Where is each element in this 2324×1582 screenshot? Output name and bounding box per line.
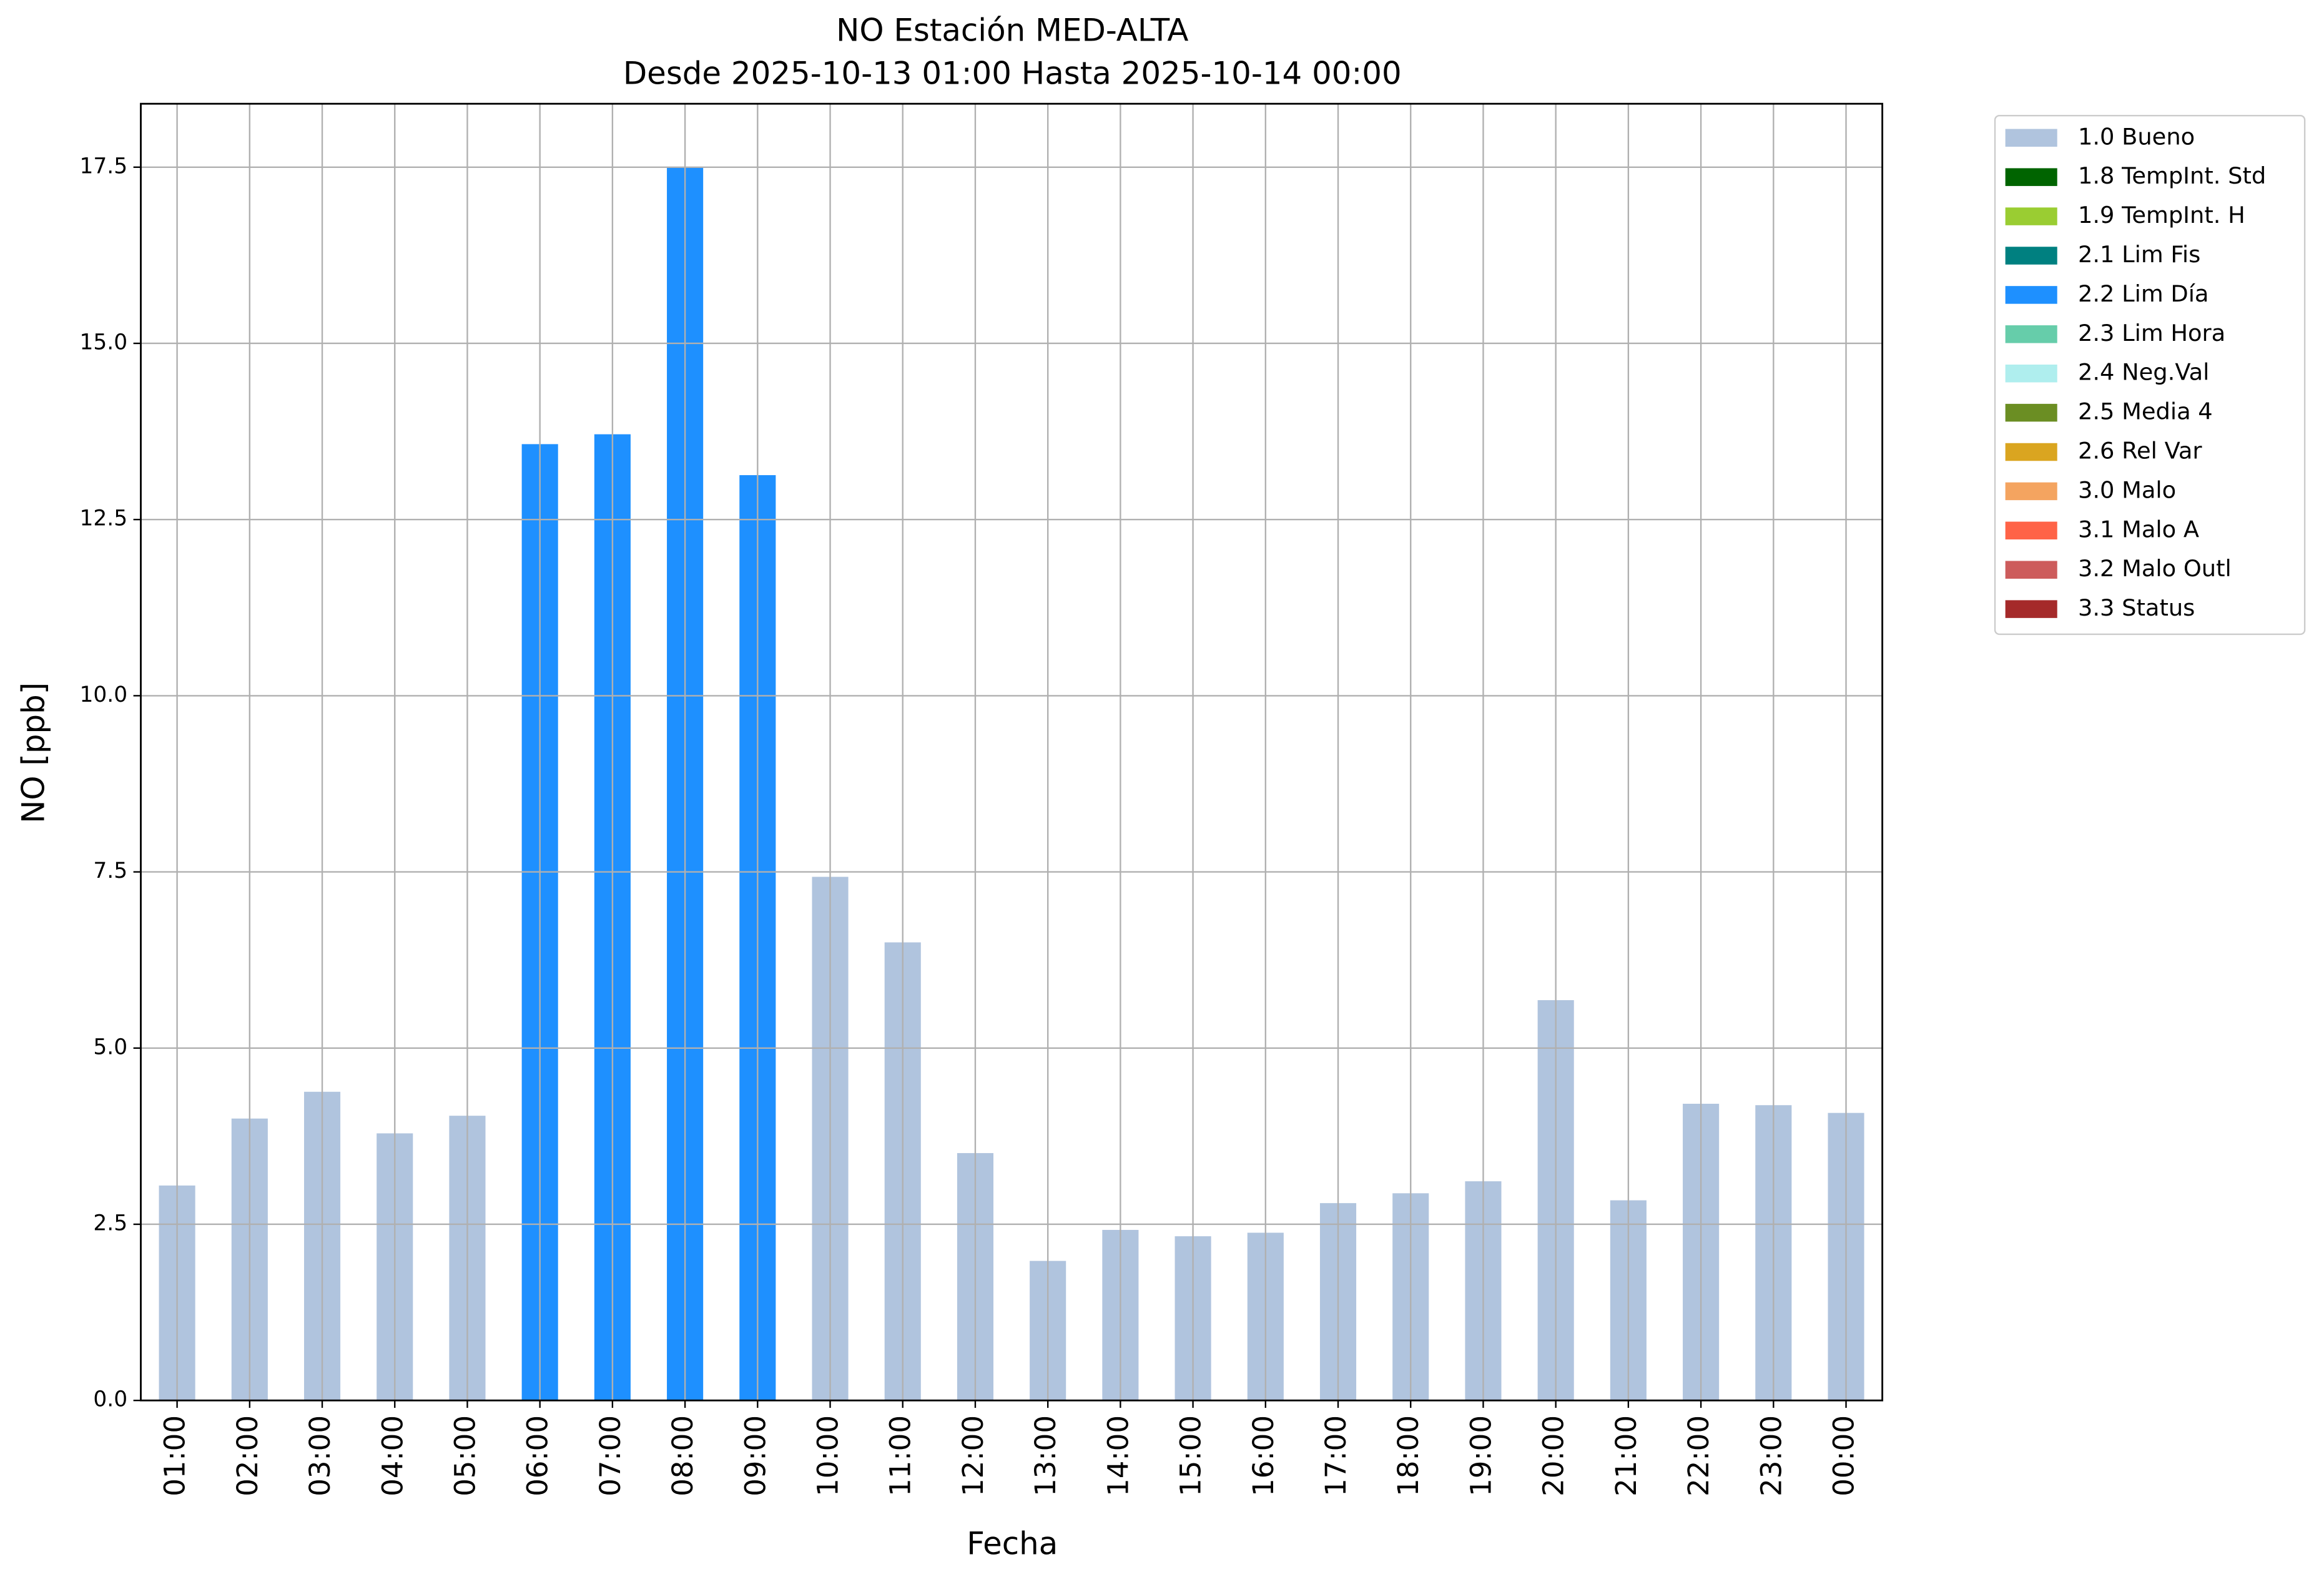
x-tick-label: 22:00 <box>1682 1415 1715 1496</box>
x-tick-label: 14:00 <box>1101 1415 1135 1496</box>
x-tick-label: 07:00 <box>594 1415 627 1496</box>
legend-label: 2.4 Neg.Val <box>2078 359 2209 386</box>
legend-swatch <box>2005 247 2057 265</box>
legend-label: 3.3 Status <box>2078 594 2195 621</box>
legend-label: 3.2 Malo Outl <box>2078 555 2232 582</box>
legend-label: 1.0 Bueno <box>2078 123 2195 150</box>
legend-label: 2.2 Lim Día <box>2078 280 2209 307</box>
x-tick-label: 09:00 <box>739 1415 772 1496</box>
x-tick-label: 15:00 <box>1174 1415 1208 1496</box>
x-tick-label: 13:00 <box>1029 1415 1062 1496</box>
y-tick-label: 17.5 <box>80 154 128 179</box>
legend-swatch <box>2005 286 2057 304</box>
x-tick-label: 02:00 <box>231 1415 264 1496</box>
x-tick-label: 18:00 <box>1392 1415 1425 1496</box>
x-tick-label: 01:00 <box>159 1415 192 1496</box>
legend-label: 2.5 Media 4 <box>2078 398 2213 425</box>
legend-label: 2.6 Rel Var <box>2078 438 2202 464</box>
legend-label: 1.9 TempInt. H <box>2078 202 2245 228</box>
chart-subtitle: Desde 2025-10-13 01:00 Hasta 2025-10-14 … <box>623 56 1402 92</box>
x-tick-label: 23:00 <box>1755 1415 1788 1496</box>
plot-area: 0.0 2.5 5.0 7.5 10.0 12.5 15.0 17.5 01:00 02:00 03… <box>80 104 1883 1496</box>
legend-label: 3.0 Malo <box>2078 476 2176 503</box>
legend-swatch <box>2005 600 2057 618</box>
x-tick-label: 05:00 <box>448 1415 481 1496</box>
legend-swatch <box>2005 129 2057 147</box>
y-tick-label: 15.0 <box>80 330 128 355</box>
chart-title: NO Estación MED-ALTA <box>836 12 1188 49</box>
axes-frame <box>140 102 1884 1402</box>
y-tick-label: 5.0 <box>93 1034 127 1059</box>
x-tick-label: 08:00 <box>666 1415 699 1496</box>
y-tick-label: 0.0 <box>93 1387 127 1412</box>
y-tick-label: 2.5 <box>93 1211 127 1236</box>
legend-swatch <box>2005 168 2057 186</box>
legend-swatch <box>2005 207 2057 225</box>
legend-swatch <box>2005 482 2057 501</box>
legend-label: 3.1 Malo A <box>2078 516 2199 543</box>
x-tick-label: 16:00 <box>1247 1415 1280 1496</box>
legend: 1.0 Bueno 1.8 TempInt. Std 1.9 TempInt. H 2… <box>2005 123 2266 621</box>
legend-swatch <box>2005 325 2057 343</box>
legend-box <box>1994 114 2306 636</box>
legend-swatch <box>2005 403 2057 422</box>
legend-swatch <box>2005 561 2057 579</box>
y-tick-label: 12.5 <box>80 506 128 531</box>
x-tick-label: 04:00 <box>376 1415 409 1496</box>
legend-label: 2.1 Lim Fis <box>2078 241 2200 268</box>
legend-swatch <box>2005 364 2057 383</box>
x-tick-label: 10:00 <box>812 1415 845 1496</box>
x-tick-label: 11:00 <box>884 1415 917 1496</box>
y-tick-label: 10.0 <box>80 682 128 707</box>
legend-label: 2.3 Lim Hora <box>2078 320 2225 346</box>
x-tick-label: 12:00 <box>957 1415 990 1496</box>
legend-label: 1.8 TempInt. Std <box>2078 162 2266 189</box>
x-tick-label: 06:00 <box>521 1415 554 1496</box>
x-tick-label: 21:00 <box>1610 1415 1643 1496</box>
legend-swatch <box>2005 521 2057 540</box>
x-tick-label: 19:00 <box>1464 1415 1497 1496</box>
x-tick-label: 17:00 <box>1319 1415 1352 1496</box>
legend-swatch <box>2005 443 2057 461</box>
x-tick-label: 03:00 <box>303 1415 337 1496</box>
y-tick-label: 7.5 <box>93 858 127 883</box>
x-tick-label: 20:00 <box>1537 1415 1570 1496</box>
y-axis-label: NO [ppb] <box>15 682 51 823</box>
x-tick-label: 00:00 <box>1828 1415 1861 1496</box>
x-axis-label: Fecha <box>967 1525 1058 1561</box>
